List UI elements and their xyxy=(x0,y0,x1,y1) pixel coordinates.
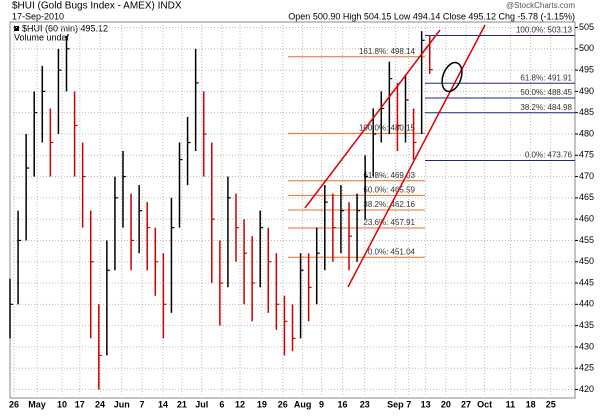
date: 17-Sep-2010 xyxy=(12,11,64,21)
x-tick-label: Sep xyxy=(387,399,404,409)
x-tick-label: 16 xyxy=(338,399,348,409)
y-tick-label: 425 xyxy=(579,363,594,373)
y-tick-label: 455 xyxy=(579,235,594,245)
quote: Open 500.90 High 504.15 Low 494.14 Close… xyxy=(288,11,575,21)
x-tick-label: Jun xyxy=(114,399,130,409)
y-tick-label: 485 xyxy=(579,107,594,117)
highlight-ellipse xyxy=(441,61,463,93)
x-tick-label: 18 xyxy=(526,399,536,409)
fib-label: 23.6%: 457.91 xyxy=(363,218,415,227)
x-tick-label: Aug xyxy=(294,399,312,409)
x-tick-label: 19 xyxy=(257,399,267,409)
volume-label: Volume undef xyxy=(14,32,70,42)
fib-label: 50.0%: 488.45 xyxy=(520,88,572,97)
x-tick-label: 7 xyxy=(406,399,411,409)
fib-label: 161.8%: 498.14 xyxy=(359,47,416,56)
x-tick-label: 7 xyxy=(139,399,144,409)
fib-label: 50.0%: 465.59 xyxy=(363,185,415,194)
plot-frame xyxy=(9,21,576,399)
fib-label: 100.0%: 480.15 xyxy=(359,123,416,132)
x-tick-label: 23 xyxy=(360,399,370,409)
y-tick-label: 465 xyxy=(579,192,594,202)
y-tick-label: 440 xyxy=(579,299,594,309)
y-tick-label: 480 xyxy=(579,128,594,138)
x-tick-label: 21 xyxy=(177,399,187,409)
fib-label: 61.8%: 491.91 xyxy=(520,73,572,82)
x-tick-label: 25 xyxy=(546,399,556,409)
x-tick-label: 9 xyxy=(319,399,324,409)
x-tick-label: May xyxy=(28,399,46,409)
fib-label: 0.0%: 451.04 xyxy=(368,247,416,256)
legend-label: $HUI (60 min) 495.12 xyxy=(22,23,108,33)
fib-label: 38.2%: 462.16 xyxy=(363,200,415,209)
credit: @StockCharts.com xyxy=(506,1,575,10)
x-tick-label: Oct xyxy=(477,399,492,409)
channel-line xyxy=(304,29,441,209)
y-tick-label: 460 xyxy=(579,214,594,224)
x-tick-label: 13 xyxy=(421,399,431,409)
y-tick-label: 435 xyxy=(579,320,594,330)
x-tick-label: 12 xyxy=(235,399,245,409)
y-tick-label: 475 xyxy=(579,150,594,160)
fib-label: 38.2%: 484.98 xyxy=(520,103,572,112)
x-tick-label: 17 xyxy=(75,399,85,409)
fib-label: 100.0%: 503.13 xyxy=(516,26,573,35)
y-tick-label: 420 xyxy=(579,384,594,394)
legend-swatch xyxy=(14,26,19,31)
x-tick-label: 26 xyxy=(9,399,19,409)
x-tick-label: 14 xyxy=(158,399,168,409)
fib-label: 0.0%: 473.76 xyxy=(525,151,573,160)
x-tick-label: 27 xyxy=(461,399,471,409)
y-tick-label: 505 xyxy=(579,22,594,32)
x-tick-label: 6 xyxy=(219,399,224,409)
x-tick-label: 24 xyxy=(95,399,105,409)
fib-label: 61.8%: 469.03 xyxy=(363,171,415,180)
y-tick-label: 495 xyxy=(579,64,594,74)
y-tick-label: 430 xyxy=(579,341,594,351)
y-tick-label: 470 xyxy=(579,171,594,181)
y-tick-label: 500 xyxy=(579,43,594,53)
x-tick-label: 11 xyxy=(506,399,516,409)
chart-title: $HUI (Gold Bugs Index - AMEX) INDX xyxy=(12,1,182,12)
x-tick-label: 20 xyxy=(441,399,451,409)
y-tick-label: 445 xyxy=(579,277,594,287)
x-tick-label: 26 xyxy=(278,399,288,409)
y-tick-label: 450 xyxy=(579,256,594,266)
x-tick-label: Jul xyxy=(195,399,208,409)
x-tick-label: 10 xyxy=(57,399,67,409)
y-tick-label: 490 xyxy=(579,86,594,96)
